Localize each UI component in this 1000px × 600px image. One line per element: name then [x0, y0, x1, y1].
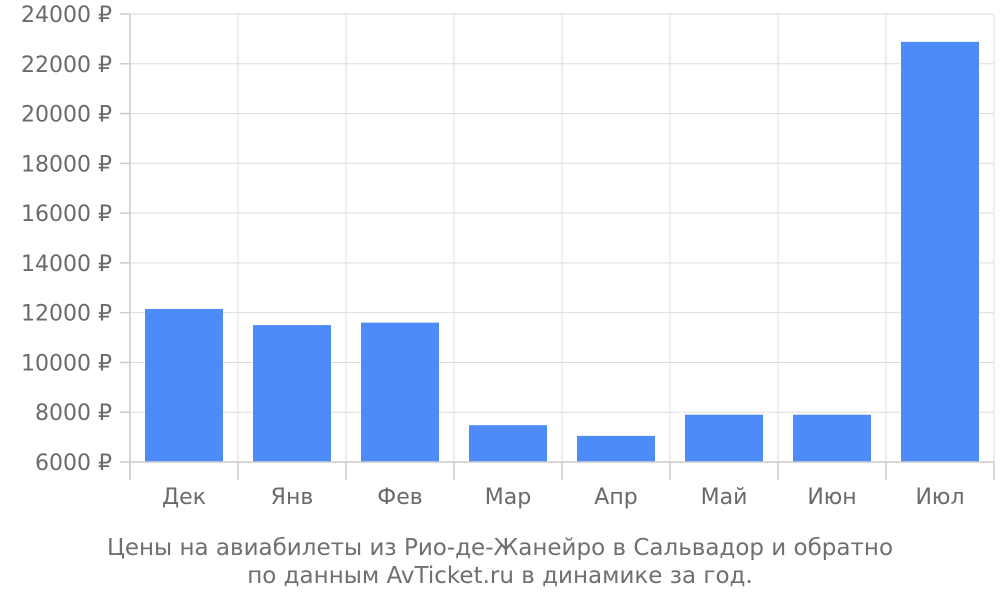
x-tick-label: Май — [701, 485, 748, 510]
x-tick-label: Мар — [485, 485, 531, 510]
bar-Апр — [577, 435, 655, 462]
bar-Фев — [361, 322, 439, 462]
x-tick-label: Апр — [594, 485, 637, 510]
y-tick-label: 20000 ₽ — [21, 103, 112, 128]
x-tick-label: Июл — [915, 485, 964, 510]
bar-Янв — [253, 325, 331, 462]
bar-Дек — [145, 308, 223, 462]
y-tick-label: 12000 ₽ — [21, 302, 112, 327]
x-tick-label: Янв — [271, 485, 314, 510]
y-tick-label: 10000 ₽ — [21, 351, 112, 376]
bar-Май — [685, 414, 763, 462]
y-tick-label: 18000 ₽ — [21, 152, 112, 177]
bar-Июл — [901, 41, 979, 463]
y-tick-label: 8000 ₽ — [35, 401, 112, 426]
y-tick-label: 6000 ₽ — [35, 451, 112, 476]
y-tick-label: 22000 ₽ — [21, 53, 112, 78]
chart-caption-line-2: по данным AvTicket.ru в динамике за год. — [247, 563, 753, 589]
chart-caption-line-1: Цены на авиабилеты из Рио-де-Жанейро в С… — [106, 535, 894, 561]
bar-Мар — [469, 425, 547, 462]
x-tick-label: Фев — [377, 485, 422, 510]
y-tick-label: 24000 ₽ — [21, 3, 112, 28]
x-tick-label: Июн — [807, 485, 856, 510]
bar-Июн — [793, 414, 871, 462]
x-tick-label: Дек — [162, 485, 206, 510]
y-tick-label: 16000 ₽ — [21, 202, 112, 227]
y-tick-label: 14000 ₽ — [21, 252, 112, 277]
